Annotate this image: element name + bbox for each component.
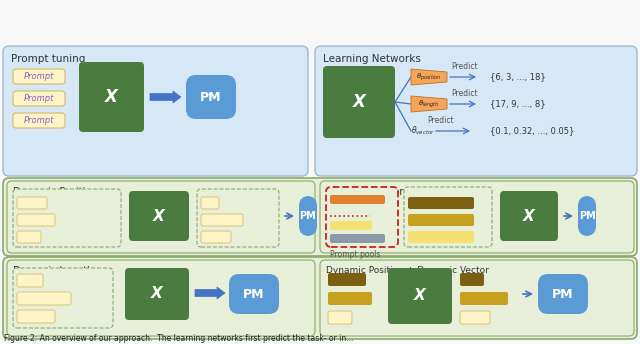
Text: PM: PM [579, 211, 595, 221]
FancyBboxPatch shape [17, 214, 55, 226]
FancyBboxPatch shape [197, 189, 279, 247]
FancyBboxPatch shape [299, 196, 317, 236]
FancyBboxPatch shape [460, 292, 508, 305]
FancyBboxPatch shape [460, 273, 484, 286]
Text: X: X [353, 93, 365, 111]
Text: Prompt pools: Prompt pools [330, 250, 380, 259]
Text: Prompt: Prompt [24, 116, 54, 125]
FancyBboxPatch shape [460, 311, 490, 324]
Text: Figure 2: An overview of our approach.  The learning networks first predict the : Figure 2: An overview of our approach. T… [4, 334, 353, 343]
Text: Dynamic Vector: Dynamic Vector [326, 187, 403, 197]
Text: {0.1, 0.32, ..., 0.05}: {0.1, 0.32, ..., 0.05} [490, 127, 574, 136]
FancyBboxPatch shape [79, 62, 144, 132]
FancyBboxPatch shape [330, 195, 385, 204]
FancyBboxPatch shape [7, 181, 315, 253]
FancyBboxPatch shape [3, 178, 637, 256]
Text: X: X [414, 289, 426, 303]
Polygon shape [150, 91, 181, 103]
Text: PM: PM [552, 288, 573, 301]
Text: $\theta_{vector}$: $\theta_{vector}$ [411, 125, 435, 137]
Text: Learning Networks: Learning Networks [323, 54, 421, 64]
FancyBboxPatch shape [17, 274, 43, 287]
Text: Dynamic Length: Dynamic Length [13, 266, 93, 276]
FancyBboxPatch shape [538, 274, 588, 314]
FancyBboxPatch shape [388, 268, 452, 324]
Text: $\theta_{length}$: $\theta_{length}$ [418, 98, 440, 110]
FancyBboxPatch shape [125, 268, 189, 320]
Text: X: X [105, 88, 118, 106]
FancyBboxPatch shape [320, 181, 634, 253]
Text: PM: PM [200, 90, 221, 104]
FancyBboxPatch shape [328, 311, 352, 324]
FancyBboxPatch shape [404, 187, 492, 247]
FancyBboxPatch shape [500, 191, 558, 241]
FancyBboxPatch shape [13, 113, 65, 128]
Text: Dynamic Position: Dynamic Position [13, 187, 97, 197]
FancyBboxPatch shape [315, 46, 637, 176]
FancyBboxPatch shape [17, 197, 47, 209]
FancyBboxPatch shape [186, 75, 236, 119]
Text: Predict: Predict [452, 89, 478, 98]
FancyBboxPatch shape [328, 273, 366, 286]
Text: $\theta_{position}$: $\theta_{position}$ [417, 71, 442, 83]
FancyBboxPatch shape [17, 310, 55, 323]
FancyBboxPatch shape [13, 91, 65, 106]
FancyBboxPatch shape [3, 46, 308, 176]
Text: Dynamic Position + Dynamic Vector: Dynamic Position + Dynamic Vector [326, 266, 489, 275]
FancyBboxPatch shape [17, 292, 71, 305]
FancyBboxPatch shape [229, 274, 279, 314]
FancyBboxPatch shape [328, 292, 372, 305]
Text: X: X [151, 287, 163, 301]
FancyBboxPatch shape [326, 187, 398, 247]
Polygon shape [195, 287, 225, 299]
FancyBboxPatch shape [7, 260, 315, 336]
Text: X: X [523, 208, 535, 224]
Text: Prompt: Prompt [24, 94, 54, 103]
FancyBboxPatch shape [408, 231, 474, 243]
FancyBboxPatch shape [330, 234, 385, 243]
Text: PM: PM [243, 288, 265, 301]
Text: {17, 9, ..., 8}: {17, 9, ..., 8} [490, 99, 546, 108]
Text: PM: PM [300, 211, 316, 221]
FancyBboxPatch shape [13, 69, 65, 84]
Text: X: X [153, 208, 165, 224]
FancyBboxPatch shape [323, 66, 395, 138]
FancyBboxPatch shape [320, 260, 634, 336]
FancyBboxPatch shape [201, 231, 231, 243]
FancyBboxPatch shape [17, 231, 41, 243]
Text: Predict: Predict [452, 62, 478, 71]
FancyBboxPatch shape [129, 191, 189, 241]
FancyBboxPatch shape [578, 196, 596, 236]
Text: Prompt tuning: Prompt tuning [11, 54, 85, 64]
FancyBboxPatch shape [408, 197, 474, 209]
FancyBboxPatch shape [201, 197, 219, 209]
FancyBboxPatch shape [13, 268, 113, 328]
Polygon shape [411, 96, 447, 112]
FancyBboxPatch shape [330, 221, 372, 230]
Text: Predict: Predict [428, 116, 454, 125]
FancyBboxPatch shape [13, 189, 121, 247]
Text: Prompt: Prompt [24, 72, 54, 81]
Polygon shape [411, 69, 447, 85]
FancyBboxPatch shape [3, 257, 637, 339]
FancyBboxPatch shape [408, 214, 474, 226]
Text: {6, 3, ..., 18}: {6, 3, ..., 18} [490, 73, 546, 82]
FancyBboxPatch shape [201, 214, 243, 226]
